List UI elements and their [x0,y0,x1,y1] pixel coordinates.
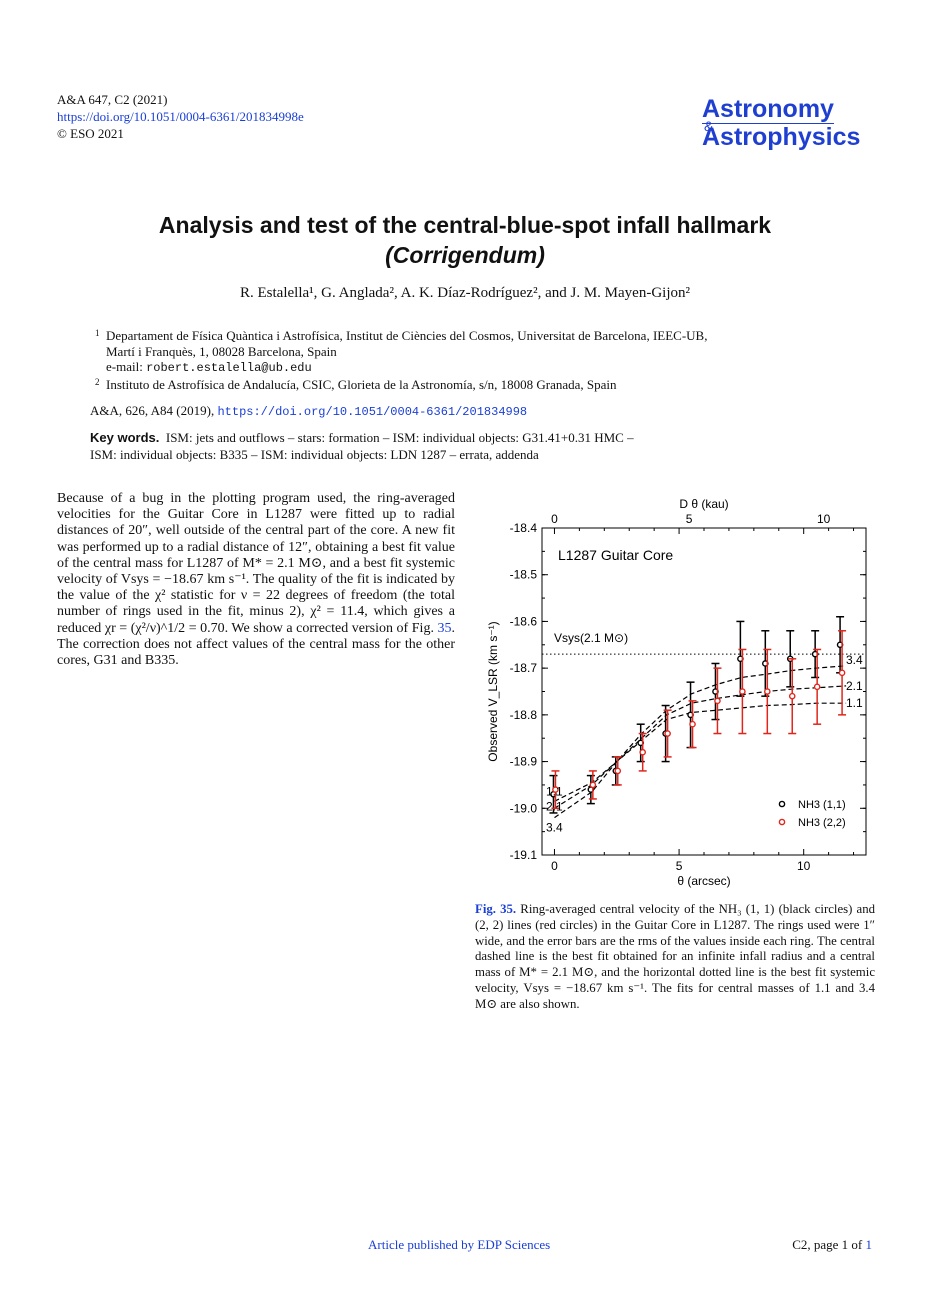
chart-title: L1287 Guitar Core [558,547,673,563]
data-points [549,616,847,814]
data-point [552,786,559,793]
fit-curve-2.1 [554,685,847,809]
article-title: Analysis and test of the central-blue-sp… [0,210,930,270]
data-point [714,697,721,705]
data-point [664,730,671,737]
y-tick-label: -19.1 [510,848,538,862]
affil-1-number: 1 [95,328,100,338]
legend-label: NH3 (1,1) [798,799,846,811]
journal-header: A&A 647, C2 (2021) https://doi.org/10.10… [57,91,304,142]
page-prefix: C2, page 1 of [792,1237,863,1252]
data-point [614,767,622,775]
affil-2-line1: Instituto de Astrofísica de Andalucía, C… [106,376,617,392]
figure-reference-link[interactable]: 35 [437,620,452,636]
title-sub: (Corrigendum) [385,242,545,268]
page-total-link[interactable]: 1 [865,1237,873,1252]
fit-label-left: 1.1 [546,784,563,798]
email-label: e-mail: [106,359,143,374]
logo-line2: Astrophysics [702,123,861,151]
data-point [739,688,746,695]
data-point [639,748,646,756]
fit-label-left: 3.4 [546,821,563,835]
affiliations: 1 Departament de Física Quàntica i Astrof… [95,328,815,392]
reference-text: A&A, 626, A84 (2019), [90,403,215,418]
page-number: C2, page 1 of 1 [792,1237,872,1253]
y-tick-label: -18.4 [510,521,538,535]
top-x-axis-label: D θ (kau) [679,497,728,511]
caption-text: Ring-averaged central velocity of the NH… [475,902,875,1011]
keywords-label: Key words. [90,430,160,445]
data-point [813,683,821,691]
journal-logo: Astronomy & Astrophysics [702,96,872,150]
keywords-line2: ISM: individual objects: B335 – ISM: ind… [90,447,539,462]
fit-label-right: 2.1 [846,679,863,693]
vsys-label: Vsys(2.1 M⊙) [554,631,628,645]
top-x-tick-label: 10 [817,512,831,526]
y-tick-label: -19.0 [510,801,538,815]
velocity-chart: 0 5 10 0 5 10 -18.4 -18.5 -18.6 -18.7 -18.8 -18.9 -1… [486,497,867,888]
chart-labels: 0 5 10 0 5 10 -18.4 -18.5 -18.6 -18.7 -18.8 -18.9 -1… [486,497,863,888]
y-axis-label: Observed V_LSR (km s⁻¹) [486,621,500,761]
chart-axes [541,527,867,856]
data-point [689,720,696,728]
legend-label: NH3 (2,2) [798,817,846,829]
fit-curve-3.4 [554,665,847,819]
x-axis-label: θ (arcsec) [677,874,730,888]
fit-label-right: 1.1 [846,696,863,710]
y-tick-label: -18.5 [510,568,538,582]
y-tick-label: -18.9 [510,755,538,769]
copyright: © ESO 2021 [57,126,124,141]
keywords: Key words. ISM: jets and outflows – star… [90,429,810,463]
author-list: R. Estalella¹, G. Anglada², A. K. Díaz-R… [240,285,690,301]
fit-label-left: 2.1 [546,799,563,813]
top-x-tick-label: 5 [686,512,693,526]
top-x-tick-label: 0 [551,512,558,526]
fit-curve-1.1 [554,702,847,802]
body-text: Because of a bug in the plotting program… [57,491,455,669]
affil-1-line2: Martí i Franquès, 1, 08028 Barcelona, Sp… [106,343,337,359]
x-tick-label: 10 [797,859,811,873]
figure-caption: Fig. 35. Ring-averaged central velocity … [475,902,875,1013]
body-paragraph: Because of a bug in the plotting program… [57,491,455,636]
affil-2-number: 2 [95,376,100,387]
y-tick-label: -18.8 [510,708,538,722]
x-tick-label: 5 [676,859,683,873]
caption-label[interactable]: Fig. 35. [475,902,517,916]
title-main: Analysis and test of the central-blue-sp… [158,212,772,238]
legend-marker [778,818,786,826]
data-point [838,669,846,677]
legend-marker [778,800,786,808]
email-address[interactable]: robert.estalella@ub.edu [146,361,312,375]
keywords-line1: ISM: jets and outflows – stars: formatio… [165,430,634,445]
data-point [764,688,771,695]
fit-label-right: 3.4 [846,653,863,667]
citation: A&A 647, C2 (2021) [57,92,168,107]
fit-curves [554,665,847,819]
data-point [788,692,796,700]
publisher-footer[interactable]: Article published by EDP Sciences [368,1237,551,1252]
y-tick-label: -18.6 [510,614,538,628]
x-tick-label: 0 [551,859,558,873]
doi-link[interactable]: https://doi.org/10.1051/0004-6361/201834… [57,109,304,124]
affil-1-line1: Departament de Física Quàntica i Astrofí… [106,328,708,343]
y-tick-label: -18.7 [510,661,538,675]
data-point [589,781,597,789]
logo-ampersand: & [704,118,714,134]
logo-line1: Astronomy [702,95,834,124]
body-paragraph-end: . The correction does not affect values … [57,620,456,669]
reference-doi-link[interactable]: https://doi.org/10.1051/0004-6361/201834… [217,405,528,419]
original-reference: A&A, 626, A84 (2019), https://doi.org/10… [90,403,527,419]
